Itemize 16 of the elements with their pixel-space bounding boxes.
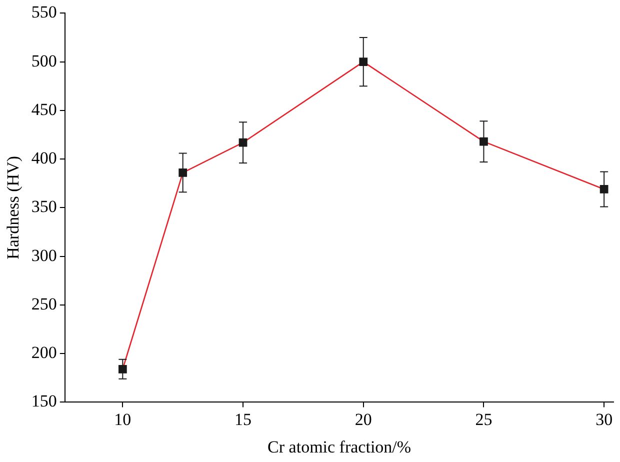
x-axis-title: Cr atomic fraction/% [268,437,412,456]
x-tick-label: 15 [234,410,252,429]
y-tick-label: 450 [31,100,57,119]
x-tick-label: 30 [596,410,613,429]
x-tick-label: 10 [114,410,132,429]
x-tick-label: 25 [475,410,492,429]
x-tick-label: 20 [354,410,372,429]
y-tick-label: 350 [31,197,57,216]
y-tick-label: 400 [31,148,57,168]
y-tick-label: 300 [31,246,57,265]
y-tick-label: 150 [31,392,57,411]
y-tick-label: 550 [31,2,57,22]
y-axis-title: Hardness (HV) [4,156,23,260]
y-tick-label: 500 [31,51,57,70]
y-tick-label: 200 [31,343,57,362]
y-tick-label: 250 [31,294,57,314]
